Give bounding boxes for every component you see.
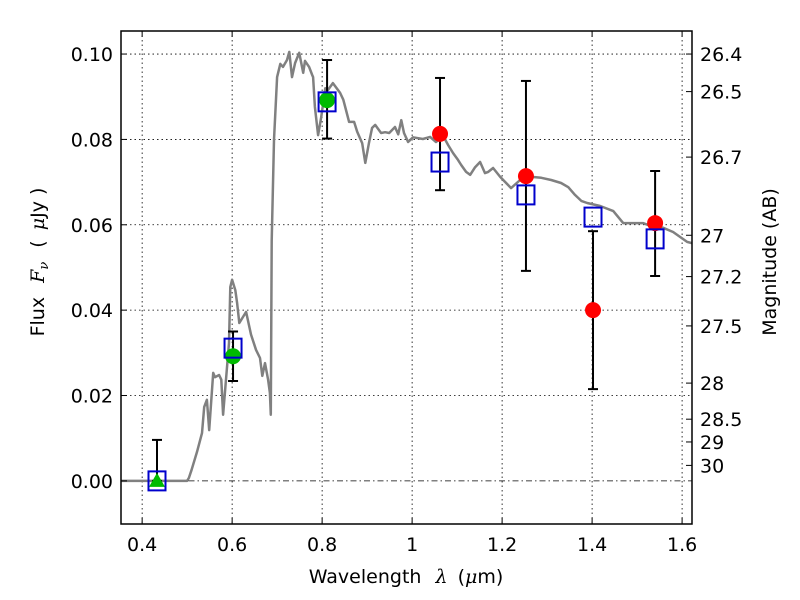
upper-limit-triangle <box>148 472 165 487</box>
y2-tick-label: 28.5 <box>700 409 742 431</box>
data-point-circle <box>432 125 449 142</box>
y-tick-label: 0.08 <box>71 129 113 151</box>
y-tick-label: 0.06 <box>71 215 113 237</box>
x-axis-label-unit-mu: μ <box>465 566 477 588</box>
x-axis-label-unit-rest: m) <box>477 566 503 588</box>
y2-tick-label: 27.2 <box>700 267 742 289</box>
model-photometry-square <box>317 91 337 113</box>
model-photometry-square <box>516 184 536 206</box>
model-photometry-square <box>645 228 665 250</box>
x-axis-label-unit-open: ( <box>458 566 465 588</box>
y-ticks: 0.00 0.02 0.04 0.06 0.08 0.10 <box>71 44 127 493</box>
x-tick-label: 0.8 <box>307 534 337 556</box>
y2-tick-label: 27 <box>700 225 724 247</box>
x-tick-label: 1.6 <box>667 534 697 556</box>
y-axis-label-subscript: ν <box>37 262 52 270</box>
y2-tick-label: 26.5 <box>700 82 742 104</box>
x-axis-label-prefix: Wavelength <box>309 566 422 588</box>
y2-tick-label: 28 <box>700 373 724 395</box>
y-tick-label: 0.02 <box>71 386 113 408</box>
x-axis-label: Wavelength λ (μm) <box>309 566 504 588</box>
x-tick-label: 1.4 <box>577 534 607 556</box>
y2-tick-label: 29 <box>700 432 724 454</box>
y-axis-label-unit-rest: Jy ) <box>27 188 49 219</box>
grid <box>121 31 692 524</box>
data-point-circle <box>585 302 602 319</box>
model-photometry-square <box>583 206 603 228</box>
y2-tick-label: 26.4 <box>700 44 742 66</box>
model-photometry-square <box>430 151 450 173</box>
data-point-circle <box>647 215 664 232</box>
y2-tick-label: 30 <box>700 455 724 477</box>
axes-frame <box>120 30 693 525</box>
model-photometry-square <box>223 337 243 359</box>
y-axis-label: Flux Fν ( μJy ) <box>27 188 53 337</box>
data-point-circle <box>517 168 534 185</box>
x-tick-label: 1.2 <box>487 534 517 556</box>
data-point-circle <box>319 92 336 109</box>
x-tick-label: 0.6 <box>217 534 247 556</box>
x-tick-label: 0.4 <box>127 534 157 556</box>
y2-tick-label: 27.5 <box>700 316 742 338</box>
data-point-circle <box>225 348 242 365</box>
y-tick-label: 0.10 <box>71 44 113 66</box>
model-photometry-square <box>147 470 167 492</box>
y-tick-label: 0.00 <box>71 471 113 493</box>
y2-axis-label: Magnitude (AB) <box>759 188 781 336</box>
y-axis-label-unit-mu: μ <box>27 218 49 230</box>
y-tick-label: 0.04 <box>71 300 113 322</box>
y-axis-label-symbol: F <box>27 269 49 284</box>
x-tick-label: 1 <box>406 534 418 556</box>
y-axis-label-prefix: Flux <box>27 297 49 337</box>
y-axis-label-unit-open: ( <box>27 240 49 247</box>
x-axis-label-symbol: λ <box>434 566 447 588</box>
x-ticks: 0.4 0.6 0.8 1 1.2 1.4 1.6 <box>127 31 697 556</box>
plot-area <box>121 50 692 492</box>
y2-tick-label: 26.7 <box>700 147 742 169</box>
